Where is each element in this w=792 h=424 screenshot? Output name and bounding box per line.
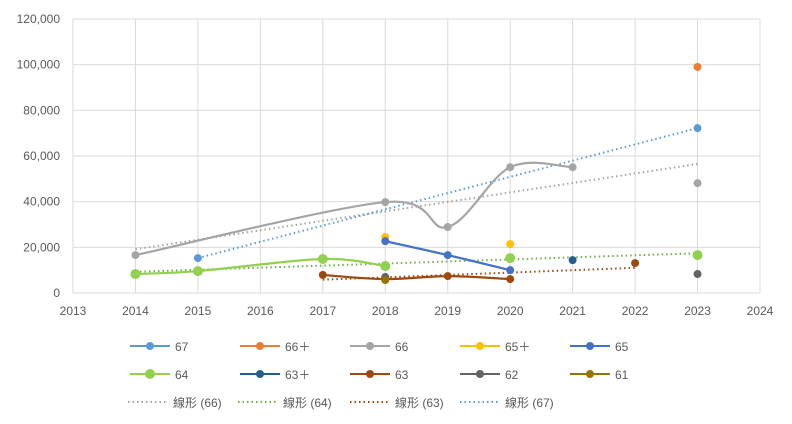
data-point-64	[192, 266, 203, 277]
legend-label: 線形 (66)	[173, 395, 222, 410]
legend-marker-62	[476, 370, 484, 378]
data-point-63	[631, 259, 640, 268]
legend-label: 65	[615, 340, 629, 354]
data-point-65	[506, 266, 515, 275]
legend-label: 66＋	[285, 340, 310, 354]
y-tick-label: 0	[53, 286, 60, 300]
data-point-66	[693, 179, 702, 188]
x-tick-label: 2015	[185, 304, 212, 318]
x-tick-label: 2022	[622, 304, 649, 318]
data-point-65	[381, 237, 390, 246]
data-point-64	[317, 253, 328, 264]
x-tick-label: 2023	[684, 304, 711, 318]
x-tick-label: 2014	[122, 304, 149, 318]
y-tick-label: 80,000	[23, 103, 60, 117]
legend-label: 63	[395, 368, 409, 382]
x-tick-label: 2020	[497, 304, 524, 318]
trendline-64	[135, 252, 698, 273]
legend-label: 61	[615, 368, 629, 382]
legend-label: 線形 (64)	[283, 395, 332, 410]
data-point-66	[506, 163, 515, 172]
legend-label: 63＋	[285, 368, 310, 382]
data-point-65	[443, 251, 452, 260]
legend-label: 67	[175, 340, 189, 354]
x-tick-label: 2013	[60, 304, 87, 318]
x-tick-label: 2019	[434, 304, 461, 318]
data-point-62	[693, 270, 702, 279]
series-line-66	[135, 161, 573, 257]
y-tick-label: 20,000	[23, 240, 60, 254]
data-point-66＋	[693, 62, 702, 71]
data-point-63	[443, 272, 452, 281]
y-tick-label: 100,000	[17, 58, 61, 72]
data-point-63＋	[568, 256, 577, 265]
legend-label: 線形 (67)	[505, 395, 554, 410]
y-tick-label: 40,000	[23, 195, 60, 209]
x-tick-label: 2016	[247, 304, 274, 318]
legend-marker-61	[586, 370, 594, 378]
x-tick-label: 2024	[747, 304, 774, 318]
y-tick-label: 120,000	[17, 12, 61, 26]
x-tick-label: 2018	[372, 304, 399, 318]
y-tick-label: 60,000	[23, 149, 60, 163]
legend-marker-63＋	[256, 370, 264, 378]
data-point-66	[443, 223, 452, 232]
data-point-63	[506, 275, 515, 284]
data-point-63	[318, 270, 327, 279]
data-point-64	[380, 261, 391, 272]
x-tick-label: 2017	[309, 304, 336, 318]
data-point-66	[131, 251, 140, 260]
legend-marker-65＋	[476, 342, 484, 350]
legend-label: 線形 (63)	[395, 395, 444, 410]
data-point-64	[130, 269, 141, 280]
data-point-61	[381, 275, 390, 284]
legend-marker-63	[366, 370, 374, 378]
legend-marker-66＋	[256, 342, 264, 350]
legend-label: 66	[395, 340, 409, 354]
data-point-66	[568, 163, 577, 172]
legend-marker-67	[146, 342, 154, 350]
legend-label: 64	[175, 368, 189, 382]
legend-label: 62	[505, 368, 519, 382]
legend-marker-64	[145, 369, 155, 379]
series-line-63	[322, 273, 511, 281]
data-point-64	[505, 253, 516, 264]
x-tick-label: 2021	[559, 304, 586, 318]
legend-label: 65＋	[505, 340, 530, 354]
data-point-64	[692, 250, 703, 261]
data-point-67	[193, 254, 202, 263]
data-point-67	[693, 124, 702, 133]
trendline-67	[197, 127, 698, 260]
legend-marker-66	[366, 342, 374, 350]
data-point-65＋	[506, 240, 515, 249]
data-point-66	[381, 198, 390, 207]
legend-marker-65	[586, 342, 594, 350]
series-line-64	[135, 257, 386, 276]
